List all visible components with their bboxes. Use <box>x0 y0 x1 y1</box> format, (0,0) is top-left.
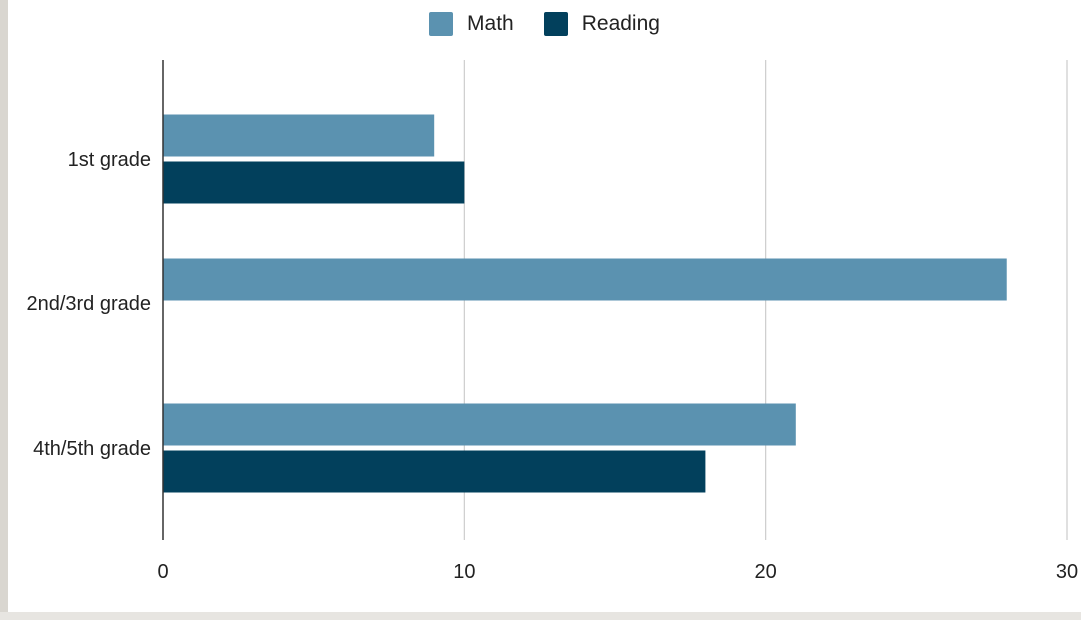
x-tick-label-0: 0 <box>157 561 168 583</box>
legend-label-math: Math <box>467 12 514 35</box>
category-label-2: 4th/5th grade <box>33 438 151 460</box>
bar-math-0 <box>163 114 435 157</box>
legend-swatch-reading <box>543 12 568 36</box>
chart-container: Math Reading 1st grade 2nd/3rd grade 4th/5… <box>8 0 1081 612</box>
legend-item-math: Math <box>429 12 514 36</box>
legend-swatch-math <box>429 12 454 36</box>
chart-legend: Math Reading <box>8 8 1081 40</box>
category-label-1: 2nd/3rd grade <box>26 293 151 315</box>
window-bottom-strip <box>0 612 1081 620</box>
bar-chart-plot: 1st grade 2nd/3rd grade 4th/5th grade 0 10 20… <box>26 60 1078 583</box>
x-tick-label-10: 10 <box>453 561 475 583</box>
legend-label-reading: Reading <box>581 12 660 35</box>
bar-reading-2 <box>163 450 706 493</box>
x-tick-label-30: 30 <box>1056 561 1078 583</box>
legend-item-reading: Reading <box>543 12 660 36</box>
x-tick-label-20: 20 <box>755 561 777 583</box>
category-label-0: 1st grade <box>68 149 151 171</box>
bar-math-2 <box>163 403 796 446</box>
bar-reading-0 <box>163 161 465 204</box>
bar-math-1 <box>163 258 1007 301</box>
